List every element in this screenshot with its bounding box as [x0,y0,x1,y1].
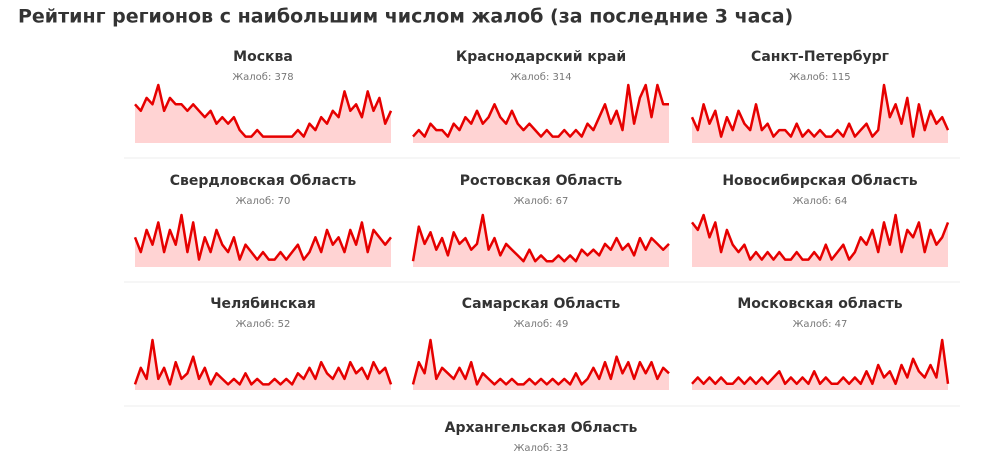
page-title: Рейтинг регионов с наибольшим числом жал… [18,6,793,28]
sparkline-area [413,340,669,390]
complaint-count: Жалоб: 49 [514,319,569,330]
region-name: Московская область [737,296,902,312]
sparkline [691,213,950,261]
complaint-count: Жалоб: 314 [510,72,571,83]
sparkline-area [413,215,669,267]
sparkline-area [413,85,669,143]
region-name: Самарская Область [462,296,621,312]
region-name: Свердловская Область [170,173,357,189]
region-name: Санкт-Петербург [751,49,889,65]
complaint-count: Жалоб: 52 [236,319,291,330]
region-name: Краснодарский край [456,49,626,65]
region-name: Архангельская Область [445,420,638,436]
sparkline-area [135,85,391,143]
region-name: Новосибирская Область [722,173,917,189]
complaint-count: Жалоб: 115 [789,72,850,83]
complaint-count: Жалоб: 64 [793,196,848,207]
sparkline [412,83,669,138]
complaint-count: Жалоб: 47 [793,319,848,330]
complaint-count: Жалоб: 70 [236,196,291,207]
region-name: Москва [233,49,293,65]
region-name: Челябинская [210,296,316,312]
sparkline [133,213,392,261]
sparkline-area [135,215,391,267]
sparkline [411,213,670,263]
region-name: Ростовская Область [460,173,623,189]
sparkline [691,338,950,386]
complaint-count: Жалоб: 67 [514,196,569,207]
sparkline-area [692,85,948,143]
complaint-count: Жалоб: 33 [514,443,569,454]
complaint-count: Жалоб: 378 [232,72,293,83]
sparkline [134,83,393,138]
sparkline [411,338,670,386]
sparkline [690,83,950,138]
sparkline-area [135,340,391,390]
sparkline [133,338,393,386]
